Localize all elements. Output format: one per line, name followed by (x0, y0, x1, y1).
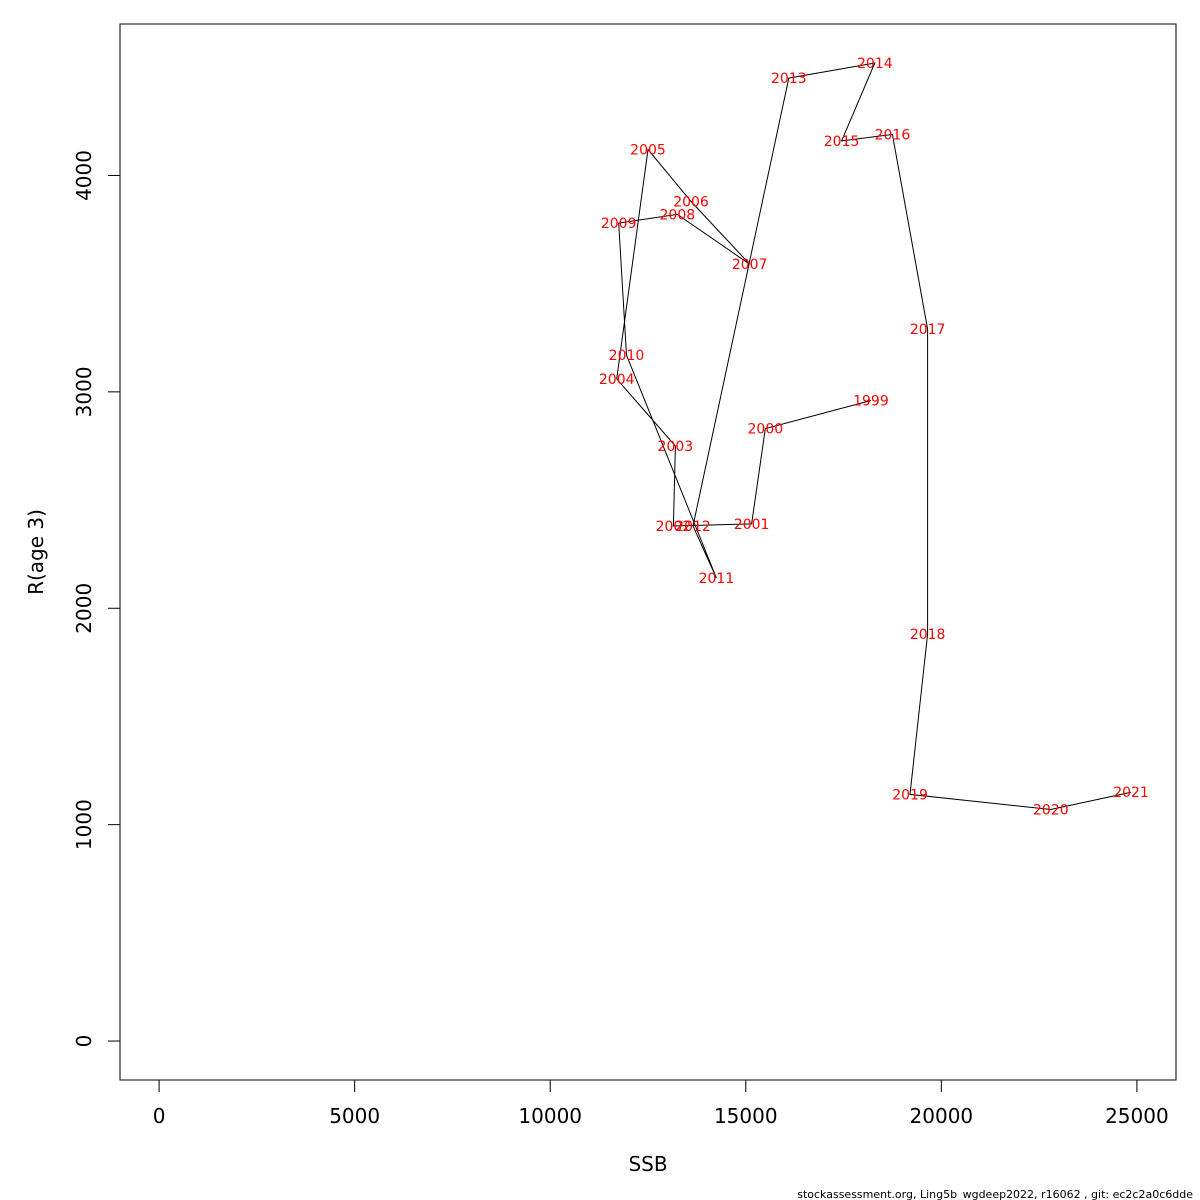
x-axis-title: SSB (628, 1152, 667, 1176)
point-label-2004: 2004 (599, 372, 635, 388)
point-label-2013: 2013 (771, 71, 807, 87)
point-label-2012: 2012 (675, 519, 711, 535)
point-label-2003: 2003 (658, 439, 694, 455)
point-label-2014: 2014 (857, 56, 893, 72)
point-label-2016: 2016 (875, 127, 911, 143)
x-axis: 0 5000 10000 15000 20000 25000 (153, 1079, 1169, 1128)
y-tick-label: 3000 (72, 366, 96, 417)
y-tick-label: 0 (72, 1035, 96, 1048)
point-label-2011: 2011 (699, 571, 735, 587)
point-label-2010: 2010 (609, 348, 645, 364)
point-label-1999: 1999 (853, 394, 889, 410)
point-labels: 1999 2000 2001 2002 2003 2004 2005 2006 2007 2008… (599, 56, 1149, 819)
point-label-2017: 2017 (910, 322, 946, 338)
x-tick-label: 25000 (1105, 1104, 1169, 1128)
x-tick-label: 5000 (329, 1104, 380, 1128)
y-axis: 0 1000 2000 3000 4000 (72, 150, 121, 1048)
plot-frame (119, 23, 1177, 1081)
point-label-2005: 2005 (630, 143, 666, 159)
y-tick-label: 2000 (72, 583, 96, 634)
point-label-2000: 2000 (748, 422, 784, 438)
point-label-2021: 2021 (1113, 785, 1149, 801)
point-label-2015: 2015 (824, 134, 860, 150)
point-label-2009: 2009 (601, 216, 637, 232)
x-tick-label: 15000 (714, 1104, 778, 1128)
point-label-2019: 2019 (892, 787, 928, 803)
y-axis-title: R(age 3) (24, 509, 48, 595)
point-label-2020: 2020 (1033, 803, 1069, 819)
point-label-2001: 2001 (734, 517, 770, 533)
point-label-2006: 2006 (673, 194, 709, 210)
point-label-2008: 2008 (660, 207, 696, 223)
x-tick-label: 10000 (518, 1104, 582, 1128)
recruitment-ssb-trajectory-line (616, 62, 1132, 811)
point-label-2018: 2018 (910, 627, 946, 643)
point-label-2002: 2002 (656, 519, 692, 535)
point-label-2007: 2007 (732, 257, 768, 273)
x-tick-label: 0 (153, 1104, 166, 1128)
footer-note: stockassessment.org, Ling5b_wgdeep2022, … (797, 1188, 1193, 1200)
y-tick-label: 1000 (72, 799, 96, 850)
x-tick-label: 20000 (910, 1104, 974, 1128)
y-tick-label: 4000 (72, 150, 96, 201)
